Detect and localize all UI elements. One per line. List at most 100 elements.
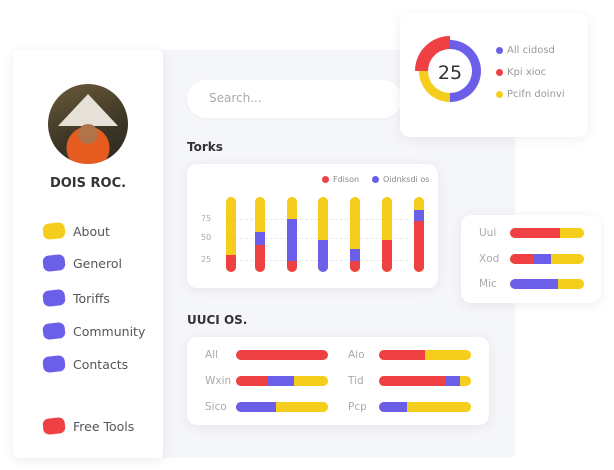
bar-segment — [510, 279, 559, 289]
bar-segment — [255, 245, 265, 272]
bar-row: Xod — [479, 253, 584, 265]
chart-title: Torks — [187, 140, 223, 154]
stacked-bar — [379, 350, 471, 360]
legend-item: Fdison — [322, 175, 359, 184]
sidebar: DOIS ROC. About Generol Toriffs Community Co… — [13, 50, 163, 458]
stacked-bar — [510, 279, 584, 289]
stacked-bar — [379, 402, 471, 412]
sidebar-item-generol[interactable]: Generol — [42, 253, 122, 273]
bar-segment — [534, 254, 551, 264]
bar-label: Tid — [348, 375, 364, 387]
stacked-bar — [236, 350, 328, 360]
sidebar-item-label: Contacts — [73, 356, 129, 372]
bar-segment — [226, 254, 236, 272]
bar-segment — [558, 279, 584, 289]
stacked-bar — [318, 197, 328, 272]
bar-segment — [255, 232, 265, 245]
user-name: DOIS ROC. — [49, 176, 127, 191]
bar-segment — [318, 197, 328, 240]
purple-blob-icon — [42, 253, 66, 273]
bar-label: Sico — [205, 401, 227, 413]
bar-row: All — [205, 349, 328, 361]
legend-item: Pcifn doinvi — [496, 89, 565, 100]
bar-segment — [350, 248, 360, 261]
sidebar-item-label: Free Tools — [73, 418, 135, 434]
bar-segment — [459, 376, 471, 386]
sidebar-item-community[interactable]: Community — [42, 321, 146, 341]
bar-segment — [379, 350, 425, 360]
legend-item: Kpi xioc — [496, 67, 546, 78]
bar-segment — [559, 228, 584, 238]
sidebar-item-label: Toriffs — [73, 290, 110, 306]
bar-segment — [446, 376, 460, 386]
yellow-blob-icon — [42, 221, 66, 241]
purple-blob-icon — [42, 321, 66, 341]
sidebar-item-free-tools[interactable]: Free Tools — [42, 416, 135, 436]
bar-segment — [268, 376, 294, 386]
bar-row: Wxin — [205, 375, 328, 387]
purple-blob-icon — [42, 354, 66, 374]
bar-segment — [382, 197, 392, 240]
purple-blob-icon — [42, 288, 66, 308]
stacked-bar — [236, 376, 328, 386]
sidebar-item-about[interactable]: About — [42, 221, 110, 241]
stacked-bar — [236, 402, 328, 412]
y-tick: 25 — [201, 255, 212, 264]
search-input[interactable]: Search... — [187, 80, 402, 118]
section-title: UUCI OS. — [187, 313, 248, 327]
bar-row: Tid — [348, 375, 471, 387]
sidebar-item-label: Community — [73, 323, 146, 339]
bar-segment — [379, 376, 447, 386]
bar-segment — [379, 402, 407, 412]
bar-segment — [350, 197, 360, 249]
bar-label: Aio — [348, 349, 365, 361]
stacked-bar — [510, 254, 584, 264]
legend-item: All cidosd — [496, 45, 555, 56]
torks-chart-card: Fdison Oidnksdi os 75 50 25 — [187, 164, 438, 288]
donut-segment-purple — [450, 40, 481, 102]
bar-segment — [425, 350, 471, 360]
bar-segment — [287, 260, 297, 272]
bar-label: Xod — [479, 253, 500, 265]
bar-segment — [236, 376, 269, 386]
bar-label: Uui — [479, 227, 497, 239]
donut-segment-yellow — [419, 71, 450, 102]
stacked-bar — [510, 228, 584, 238]
stacked-bar — [226, 197, 236, 272]
bar-segment — [414, 197, 424, 210]
donut-value: 25 — [437, 62, 463, 84]
bar-segment — [318, 239, 328, 272]
bar-segment — [275, 402, 328, 412]
bar-segment — [510, 254, 535, 264]
bar-segment — [414, 209, 424, 221]
donut-chart — [415, 36, 481, 102]
bar-label: Pcp — [348, 401, 367, 413]
mini-bars-card: Uui Xod Mic — [461, 215, 601, 303]
uuci-card: All Wxin Sico Aio Tid Pcp — [187, 337, 489, 425]
legend-item: Oidnksdi os — [372, 175, 429, 184]
sidebar-item-label: Generol — [73, 255, 122, 271]
bar-row: Mic — [479, 278, 584, 290]
bar-segment — [255, 197, 265, 233]
stacked-bar — [379, 376, 471, 386]
stacked-bar — [350, 197, 360, 272]
sidebar-item-contacts[interactable]: Contacts — [42, 354, 129, 374]
bar-row: Pcp — [348, 401, 471, 413]
bar-segment — [406, 402, 471, 412]
y-tick: 50 — [201, 233, 212, 242]
bar-row: Uui — [479, 227, 584, 239]
bar-segment — [382, 239, 392, 272]
stacked-bar — [255, 197, 265, 272]
bar-row: Aio — [348, 349, 471, 361]
avatar — [48, 84, 128, 164]
sidebar-item-label: About — [73, 223, 110, 239]
stacked-bar — [287, 197, 297, 272]
bar-label: Wxin — [205, 375, 232, 387]
bar-label: All — [205, 349, 219, 361]
bar-segment — [510, 228, 560, 238]
bar-segment — [287, 197, 297, 219]
sidebar-item-toriffs[interactable]: Toriffs — [42, 288, 110, 308]
bar-label: Mic — [479, 278, 497, 290]
bar-segment — [236, 402, 276, 412]
red-blob-icon — [42, 416, 66, 436]
